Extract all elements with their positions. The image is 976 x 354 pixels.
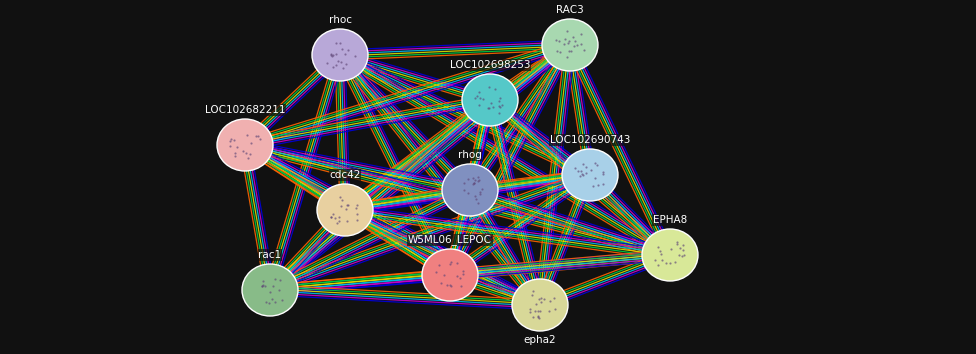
Text: RAC3: RAC3	[556, 5, 584, 15]
Text: rac1: rac1	[259, 250, 281, 260]
Text: LOC102698253: LOC102698253	[450, 60, 530, 70]
Ellipse shape	[642, 229, 698, 281]
Ellipse shape	[542, 19, 598, 71]
Ellipse shape	[317, 184, 373, 236]
Text: cdc42: cdc42	[329, 170, 361, 180]
Ellipse shape	[217, 119, 273, 171]
Text: LOC102682211: LOC102682211	[205, 105, 285, 115]
Text: rhog: rhog	[458, 150, 482, 160]
Ellipse shape	[242, 264, 298, 316]
Ellipse shape	[512, 279, 568, 331]
Text: LOC102690743: LOC102690743	[549, 135, 630, 145]
Text: rhoc: rhoc	[329, 15, 351, 25]
Ellipse shape	[422, 249, 478, 301]
Text: EPHA8: EPHA8	[653, 215, 687, 225]
Text: W5ML06_LEPOC: W5ML06_LEPOC	[408, 234, 492, 245]
Text: epha2: epha2	[524, 335, 556, 345]
Ellipse shape	[462, 74, 518, 126]
Ellipse shape	[562, 149, 618, 201]
Ellipse shape	[442, 164, 498, 216]
Ellipse shape	[312, 29, 368, 81]
